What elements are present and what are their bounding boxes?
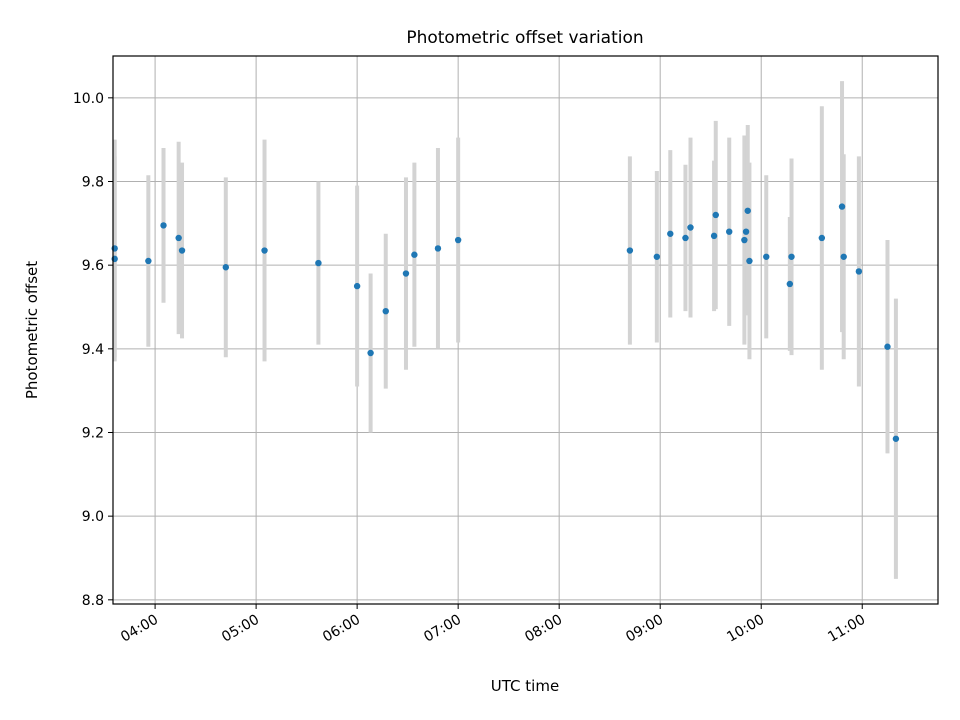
- plot-frame: [112, 55, 939, 605]
- data-point: [710, 232, 718, 240]
- data-point: [160, 222, 167, 229]
- y-axis-label: Photometric offset: [23, 261, 41, 399]
- x-tick-label: 04:00: [118, 612, 161, 646]
- x-tick-label: 10:00: [724, 612, 767, 646]
- data-point: [367, 349, 374, 357]
- x-tick-label: 11:00: [825, 612, 868, 646]
- y-tick-label: 10.0: [73, 91, 104, 107]
- data-point: [682, 234, 689, 242]
- data-point: [222, 264, 230, 271]
- data-point: [315, 259, 322, 267]
- data-point: [884, 343, 891, 350]
- grid: [113, 56, 938, 604]
- data-point: [855, 268, 863, 275]
- y-tick-label: 9.4: [82, 342, 104, 358]
- data-point: [145, 257, 152, 265]
- data-point: [353, 282, 361, 290]
- data-point: [744, 207, 751, 214]
- data-point: [687, 224, 694, 231]
- data-point: [763, 253, 770, 260]
- data-point: [742, 228, 750, 235]
- data-point: [175, 234, 182, 242]
- data-points: [111, 203, 900, 442]
- chart-title: Photometric offset variation: [406, 28, 643, 48]
- data-point: [653, 253, 661, 260]
- x-tick-label: 05:00: [219, 612, 262, 646]
- data-point: [382, 307, 389, 315]
- data-point: [741, 236, 748, 244]
- data-point: [178, 247, 186, 254]
- data-point: [667, 230, 674, 237]
- data-point: [626, 247, 634, 254]
- data-point: [892, 435, 900, 442]
- plot-background: [113, 56, 938, 604]
- x-axis: 04:00 05:00 06:00 07:00 08:00 09:00 10:00 11:00: [118, 604, 868, 646]
- data-point: [818, 234, 826, 242]
- data-point: [838, 203, 846, 210]
- x-tick-label: 08:00: [522, 612, 565, 646]
- data-point: [712, 211, 719, 219]
- data-point: [788, 253, 795, 260]
- x-tick-label: 09:00: [623, 612, 666, 646]
- data-point: [840, 253, 847, 260]
- y-tick-label: 9.2: [82, 425, 104, 441]
- data-point: [726, 228, 733, 235]
- data-point: [746, 257, 753, 265]
- x-tick-label: 07:00: [421, 612, 464, 646]
- data-point: [402, 270, 410, 277]
- y-tick-label: 9.0: [82, 509, 104, 525]
- x-axis-label: UTC time: [491, 677, 559, 695]
- y-axis: 8.8 9.0 9.2 9.4 9.6 9.8 10.0: [73, 91, 113, 609]
- y-tick-label: 8.8: [82, 593, 104, 609]
- data-point: [786, 280, 794, 288]
- data-point: [434, 245, 442, 252]
- y-tick-label: 9.6: [82, 258, 104, 274]
- data-point: [411, 251, 418, 258]
- y-tick-label: 9.8: [82, 174, 104, 190]
- data-point: [454, 236, 462, 244]
- data-point: [261, 247, 268, 254]
- x-tick-label: 06:00: [320, 612, 363, 646]
